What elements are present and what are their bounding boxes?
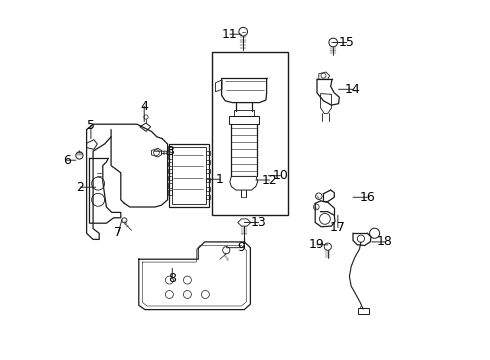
Text: 4: 4	[140, 100, 148, 113]
Bar	[168, 169, 172, 173]
Bar	[234, 110, 254, 116]
Bar	[229, 116, 259, 124]
Text: 17: 17	[330, 221, 346, 234]
Bar	[168, 154, 172, 159]
Bar	[168, 183, 172, 188]
Text: 10: 10	[272, 169, 288, 182]
Bar	[206, 187, 210, 191]
Text: 5: 5	[87, 119, 95, 132]
Bar	[168, 147, 172, 152]
Bar	[206, 151, 210, 155]
Bar	[358, 308, 369, 314]
Bar	[168, 176, 172, 180]
Bar	[168, 162, 172, 166]
Bar	[172, 147, 206, 204]
Text: 14: 14	[345, 83, 361, 96]
Bar	[206, 195, 210, 199]
Text: 3: 3	[166, 145, 174, 158]
Text: 18: 18	[377, 235, 392, 248]
Text: 15: 15	[339, 36, 354, 49]
Bar	[206, 169, 210, 173]
Text: 13: 13	[251, 216, 267, 229]
Bar	[212, 52, 288, 215]
Bar	[206, 178, 210, 182]
Bar	[168, 190, 172, 195]
Text: 7: 7	[114, 226, 122, 239]
Text: 16: 16	[360, 191, 375, 204]
Text: 1: 1	[216, 173, 224, 186]
Bar	[170, 144, 209, 207]
Bar	[206, 160, 210, 164]
Text: 6: 6	[63, 154, 71, 167]
Text: 12: 12	[262, 174, 277, 186]
Text: 2: 2	[76, 181, 84, 194]
Text: 19: 19	[309, 238, 325, 251]
Text: 8: 8	[168, 273, 176, 285]
Text: 9: 9	[238, 241, 245, 254]
Text: 11: 11	[222, 28, 238, 41]
